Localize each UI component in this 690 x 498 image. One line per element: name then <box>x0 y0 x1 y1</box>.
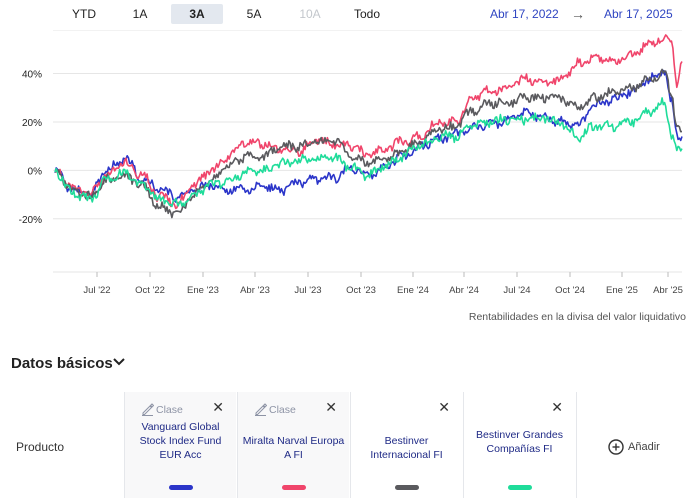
range-1a-button[interactable]: 1A <box>132 7 148 21</box>
range-10a-button: 10A <box>299 7 321 21</box>
range-5a-button[interactable]: 5A <box>246 7 262 21</box>
close-icon[interactable]: ✕ <box>438 399 450 415</box>
x-tick-label: Jul '24 <box>503 285 530 296</box>
fund-column-2: Clase ✕ Miralta Narval Europa A FI <box>237 392 349 498</box>
time-range-selector: YTD 1A 3A 5A 10A Todo Abr 17, 2022 → Abr… <box>0 0 690 30</box>
series-color-swatch <box>395 485 419 490</box>
series-line-3 <box>54 68 682 219</box>
performance-chart: 40% 20% 0% -20% Jul '22 Oct '22 Ene '23 Abr '2… <box>19 30 683 296</box>
date-arrow-icon: → <box>571 6 585 22</box>
y-tick-label: 20% <box>22 118 42 129</box>
date-from-field[interactable]: Abr 17, 2022 <box>490 7 559 21</box>
fund-column-1: Clase ✕ Vanguard Global Stock Index Fund… <box>124 392 236 498</box>
x-tick-label: Abr '24 <box>449 285 479 296</box>
x-tick-label: Oct '22 <box>135 285 165 296</box>
add-fund-button[interactable]: Añadir <box>608 439 660 455</box>
section-title-datos-basicos[interactable]: Datos básicos <box>11 355 113 372</box>
y-tick-label: -20% <box>19 215 42 226</box>
series-color-swatch <box>508 485 532 490</box>
pencil-icon <box>255 403 267 416</box>
y-tick-label: 40% <box>22 70 42 81</box>
x-tick-label: Ene '24 <box>397 285 429 296</box>
chevron-down-icon[interactable] <box>113 357 125 367</box>
clase-button[interactable]: Clase <box>141 403 183 416</box>
chart-footnote: Rentabilidades en la divisa del valor li… <box>468 311 686 323</box>
x-tick-label: Oct '23 <box>346 285 376 296</box>
x-tick-label: Jul '22 <box>83 285 110 296</box>
series-line-4 <box>54 97 683 208</box>
x-tick-label: Jul '23 <box>294 285 321 296</box>
clase-button[interactable]: Clase <box>254 403 296 416</box>
y-tick-label: 0% <box>28 166 43 177</box>
range-ytd-button[interactable]: YTD <box>72 7 96 21</box>
date-to-field[interactable]: Abr 17, 2025 <box>604 7 673 21</box>
x-tick-label: Abr '25 <box>653 285 683 296</box>
add-column <box>576 392 690 498</box>
x-tick-label: Abr '23 <box>240 285 270 296</box>
fund-column-4: ✕ Bestinver Grandes Compañías FI <box>463 392 575 498</box>
fund-column-3: ✕ Bestinver Internacional FI <box>350 392 462 498</box>
x-tick-label: Oct '24 <box>555 285 585 296</box>
comparison-table: Producto Clase ✕ Vanguard Global Stock I… <box>0 392 690 498</box>
row-label-producto: Producto <box>16 440 65 454</box>
series-line-1 <box>54 69 683 203</box>
plus-circle-icon <box>608 439 624 455</box>
x-tick-label: Ene '25 <box>606 285 638 296</box>
add-label: Añadir <box>628 441 660 453</box>
close-icon[interactable]: ✕ <box>551 399 563 415</box>
range-3a-button[interactable]: 3A <box>171 4 223 24</box>
pencil-icon <box>142 403 154 416</box>
x-tick-label: Ene '23 <box>187 285 219 296</box>
series-color-swatch <box>169 485 193 490</box>
fund-name[interactable]: Vanguard Global Stock Index Fund EUR Acc <box>139 421 222 461</box>
fund-name[interactable]: Bestinver Grandes Compañías FI <box>476 429 563 455</box>
clase-label: Clase <box>156 403 183 416</box>
range-todo-button[interactable]: Todo <box>353 7 381 21</box>
close-icon[interactable]: ✕ <box>325 399 337 415</box>
fund-name[interactable]: Bestinver Internacional FI <box>370 435 443 461</box>
clase-label: Clase <box>269 403 296 416</box>
series-color-swatch <box>282 485 306 490</box>
fund-name[interactable]: Miralta Narval Europa A FI <box>242 435 345 461</box>
close-icon[interactable]: ✕ <box>212 399 224 415</box>
